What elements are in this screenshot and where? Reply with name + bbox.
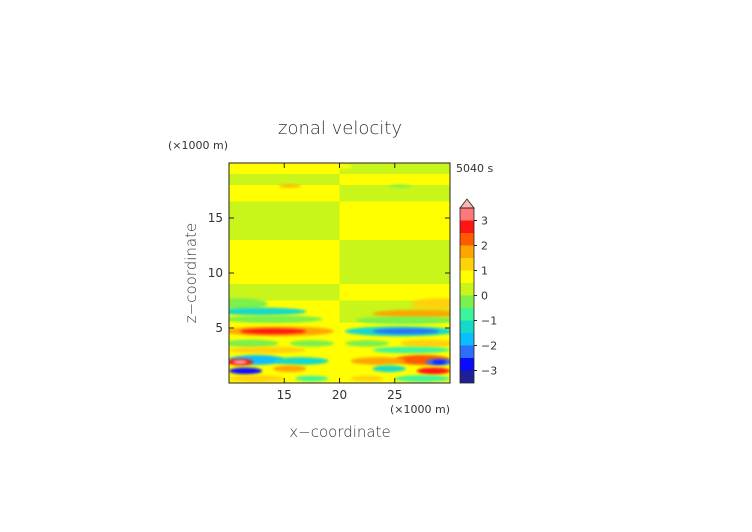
field-blob: [229, 307, 307, 316]
colorbar-band: [460, 258, 474, 271]
colorbar: 3 2 1 0 −1 −2 −3: [459, 198, 497, 384]
colorbar-band: [460, 208, 474, 221]
colorbar-tick-label: −1: [481, 315, 497, 328]
field-blob: [372, 309, 450, 318]
field-blob: [356, 316, 450, 325]
field-blob: [295, 375, 329, 382]
colorbar-extension: [459, 198, 475, 209]
colorbar-tick-label: 3: [481, 215, 488, 228]
colorbar-tick-label: 0: [481, 290, 488, 303]
field-region: [229, 284, 340, 301]
colorbar-band: [460, 358, 474, 371]
x-axis-label: x−coordinate: [289, 423, 390, 441]
field-blob: [229, 298, 268, 310]
field-region: [229, 163, 340, 174]
field-blob: [229, 375, 285, 382]
x-tick-label: 15: [277, 388, 292, 402]
colorbar-band: [460, 333, 474, 346]
colorbar-band: [460, 295, 474, 308]
field-blob: [389, 184, 412, 188]
field-region: [339, 185, 450, 202]
field-blob: [416, 367, 450, 375]
x-tick-label: 25: [387, 388, 402, 402]
colorbar-band: [460, 233, 474, 246]
field-blob: [273, 365, 307, 373]
field-blob: [350, 357, 406, 365]
field-blob: [372, 328, 439, 335]
colorbar-band: [460, 245, 474, 258]
y-unit-label: (×1000 m): [168, 139, 228, 152]
y-tick-label: 5: [215, 321, 223, 335]
field-blob: [229, 367, 263, 375]
field-blob: [345, 340, 390, 347]
field-blob: [233, 360, 247, 364]
field-blob: [229, 339, 279, 348]
colorbar-band: [460, 283, 474, 296]
field-region: [339, 174, 450, 185]
field-blob: [411, 298, 450, 310]
colorbar-tick-label: 2: [481, 240, 488, 253]
field-blob: [229, 315, 323, 324]
y-ticks: 5 10 15: [208, 211, 450, 335]
field-blob: [400, 339, 450, 348]
x-unit-label: (×1000 m): [390, 403, 450, 416]
colorbar-tick-label: −2: [481, 340, 497, 353]
field-blob: [273, 357, 329, 365]
y-tick-label: 10: [208, 266, 223, 280]
field-blob: [278, 184, 301, 188]
field-blob: [350, 375, 384, 382]
chart-title: zonal velocity: [278, 118, 402, 139]
field-blob: [229, 346, 307, 354]
field-region: [229, 185, 340, 202]
colorbar-tick-label: −3: [481, 365, 497, 378]
x-tick-label: 20: [332, 388, 347, 402]
colorbar-band: [460, 220, 474, 233]
colorbar-tick-label: 1: [481, 265, 488, 278]
field-region: [229, 240, 340, 284]
field-region: [339, 284, 450, 301]
field-region: [339, 201, 450, 240]
field-blob: [372, 365, 406, 373]
colorbar-band: [460, 308, 474, 321]
y-axis-label: z−coordinate: [182, 223, 200, 323]
y-tick-label: 15: [208, 211, 223, 225]
field-region: [339, 163, 450, 174]
colorbar-band: [460, 270, 474, 283]
field-blob: [289, 340, 334, 347]
x-ticks: 15 20 25: [277, 163, 402, 402]
field-region: [229, 201, 340, 240]
colorbar-band: [460, 320, 474, 333]
field-region: [229, 174, 340, 185]
colorbar-band: [460, 370, 474, 383]
time-label: 5040 s: [456, 162, 493, 175]
field-blob: [394, 375, 450, 382]
field-blob: [372, 346, 450, 354]
field-blob: [432, 360, 446, 364]
field-blob: [240, 328, 307, 335]
colorbar-band: [460, 345, 474, 358]
plot-field: [229, 163, 450, 383]
field-region: [339, 240, 450, 284]
